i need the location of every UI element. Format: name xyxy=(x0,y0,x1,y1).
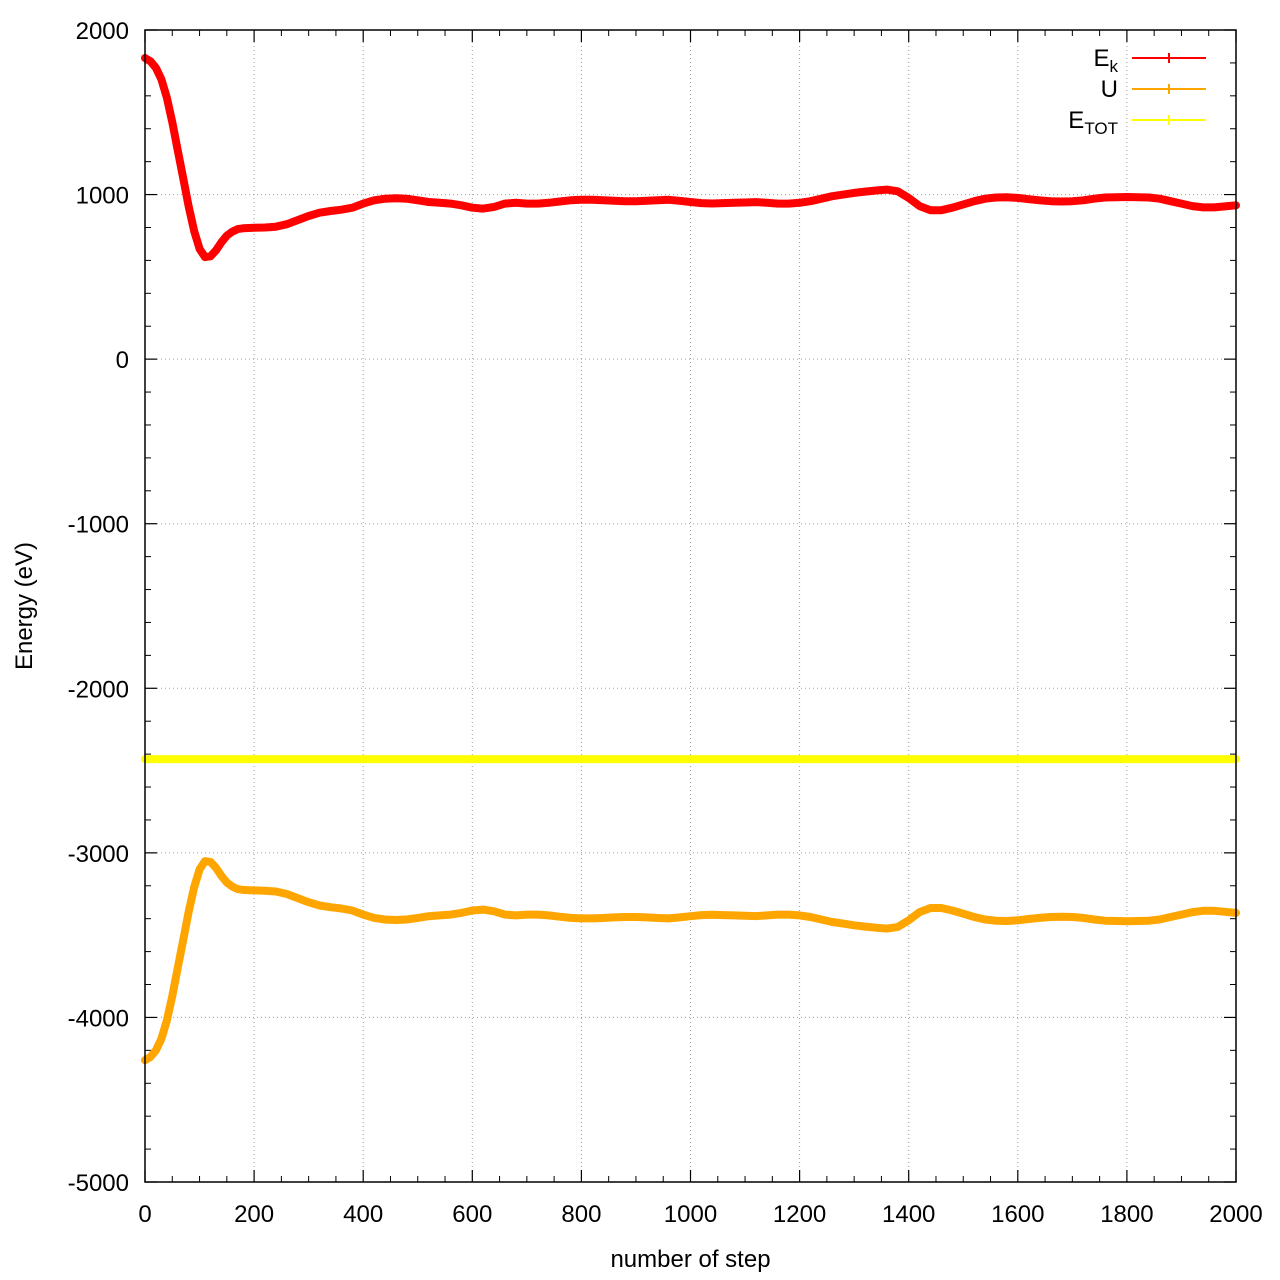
series-lines xyxy=(141,54,1240,1065)
x-tick-label: 1400 xyxy=(882,1201,935,1228)
y-axis-title: Energy (eV) xyxy=(11,542,38,670)
y-tick-label: 0 xyxy=(116,347,129,374)
series-line-1 xyxy=(141,857,1240,1065)
legend-item-1: U xyxy=(1101,76,1206,103)
legend-swatch-marker xyxy=(1164,53,1174,63)
legend: EkU ETOT xyxy=(1068,45,1206,138)
y-tick-label: 1000 xyxy=(76,183,129,210)
x-tick-label: 600 xyxy=(452,1201,492,1228)
legend-label: Ek xyxy=(1093,45,1118,76)
x-tick-label: 1600 xyxy=(991,1201,1044,1228)
y-tick-labels: 2000 1000 0 -1000 -2000 -3000 -4000 -5000 xyxy=(68,18,129,1197)
x-tick-label: 800 xyxy=(561,1201,601,1228)
x-tick-label: 200 xyxy=(234,1201,274,1228)
y-tick-label: -3000 xyxy=(68,841,129,868)
x-tick-label: 1800 xyxy=(1100,1201,1153,1228)
legend-swatch-marker xyxy=(1164,84,1174,94)
y-tick-label: -5000 xyxy=(68,1170,129,1197)
x-axis-title: number of step xyxy=(610,1246,770,1273)
x-tick-label: 1200 xyxy=(773,1201,826,1228)
legend-item-0: Ek xyxy=(1093,45,1206,76)
x-tick-label: 2000 xyxy=(1209,1201,1262,1228)
y-tick-label: -2000 xyxy=(68,676,129,703)
x-tick-label: 1000 xyxy=(664,1201,717,1228)
tick-marks xyxy=(144,29,1237,1183)
x-tick-label: 0 xyxy=(138,1201,151,1228)
y-tick-label: -4000 xyxy=(68,1005,129,1032)
plot-frame xyxy=(144,29,1237,1183)
legend-swatch-marker xyxy=(1164,115,1174,125)
legend-label: ETOT xyxy=(1068,107,1118,138)
x-tick-labels: 0 200 400 600 800 1000 1200 1400 1600 1800 2000 xyxy=(138,1201,1262,1228)
series-line-0 xyxy=(141,54,1240,262)
grid-lines xyxy=(145,30,1236,1182)
y-tick-label: 2000 xyxy=(76,18,129,45)
legend-item-2: ETOT xyxy=(1068,107,1206,138)
x-tick-label: 400 xyxy=(343,1201,383,1228)
legend-label: U xyxy=(1101,76,1118,103)
y-tick-label: -1000 xyxy=(68,512,129,539)
